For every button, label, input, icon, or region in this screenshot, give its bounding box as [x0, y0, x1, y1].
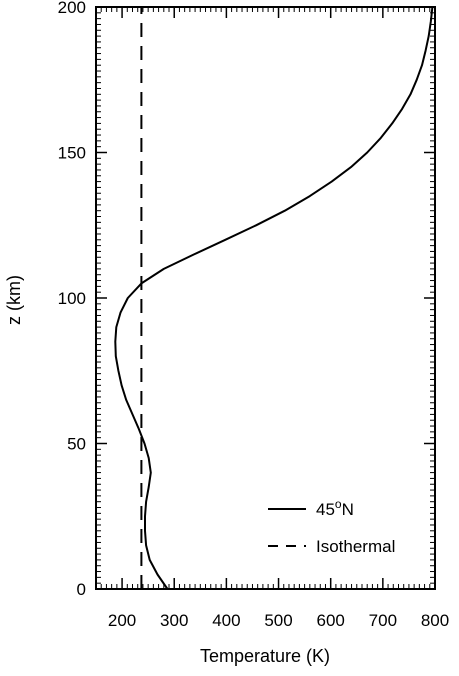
x-tick-label: 600 — [317, 611, 345, 630]
y-tick-label: 100 — [58, 289, 86, 308]
x-tick-label: 700 — [369, 611, 397, 630]
x-tick-label: 400 — [212, 611, 240, 630]
x-tick-label: 200 — [108, 611, 136, 630]
y-tick-label: 0 — [77, 580, 86, 599]
temperature-profile-45n-line — [114, 6, 434, 590]
y-axis-label: z (km) — [4, 275, 24, 325]
legend-label-45n: 45oN — [316, 497, 354, 519]
y-tick-label: 200 — [58, 0, 86, 17]
legend: 45oN Isothermal — [268, 497, 395, 556]
y-tick-label: 150 — [58, 144, 86, 163]
series-lines — [114, 6, 434, 590]
tick-labels: 200 300 400 500 600 700 800 0 50 100 150 200 — [58, 0, 450, 630]
x-tick-label: 500 — [264, 611, 292, 630]
x-tick-label: 800 — [421, 611, 449, 630]
x-tick-label: 300 — [160, 611, 188, 630]
plot-frame — [95, 6, 436, 590]
x-axis-label: Temperature (K) — [200, 646, 330, 666]
y-tick-label: 50 — [67, 435, 86, 454]
legend-label-isothermal: Isothermal — [316, 537, 395, 556]
